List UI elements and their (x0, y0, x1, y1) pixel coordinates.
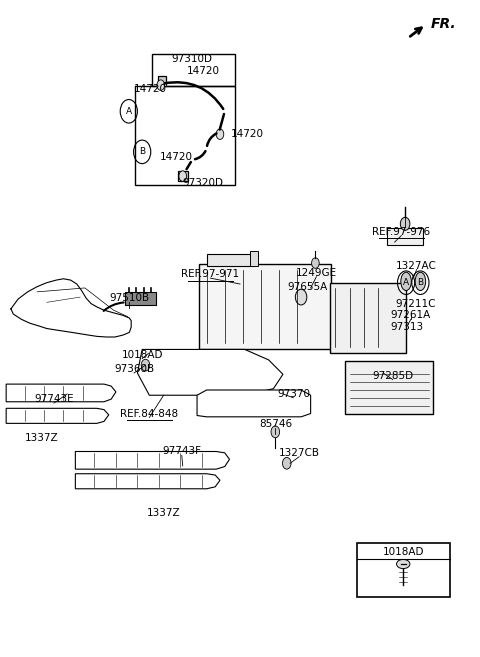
Text: 97261A: 97261A (391, 310, 431, 321)
Bar (152, 54, 235, 87)
Text: 1327AC: 1327AC (396, 261, 437, 271)
Ellipse shape (415, 272, 426, 290)
Text: B: B (139, 147, 145, 156)
Text: 14720: 14720 (187, 66, 220, 76)
Text: 14720: 14720 (134, 84, 167, 94)
Text: 97313: 97313 (390, 322, 423, 332)
Text: 97285D: 97285D (372, 371, 413, 380)
Text: FR.: FR. (431, 16, 456, 31)
Text: A: A (403, 278, 409, 287)
Circle shape (179, 171, 187, 181)
Text: B: B (417, 278, 423, 287)
Circle shape (157, 80, 165, 91)
Text: 1337Z: 1337Z (147, 508, 180, 518)
Bar (206, 254, 254, 265)
Bar (199, 264, 331, 350)
Bar (135, 87, 235, 185)
Bar (330, 283, 406, 353)
Text: REF.97-976: REF.97-976 (372, 227, 431, 237)
Bar (250, 251, 258, 265)
Circle shape (295, 289, 307, 305)
Text: 85746: 85746 (259, 419, 292, 429)
Bar (178, 171, 189, 181)
Text: 97211C: 97211C (396, 299, 436, 309)
Circle shape (282, 457, 291, 469)
Bar (387, 229, 423, 245)
Text: 97510B: 97510B (109, 294, 149, 304)
Polygon shape (75, 474, 220, 489)
Polygon shape (137, 350, 283, 396)
Text: 97320D: 97320D (182, 178, 223, 189)
Text: 97743E: 97743E (34, 394, 74, 404)
Circle shape (216, 129, 224, 139)
Ellipse shape (396, 560, 410, 568)
Text: 97360B: 97360B (114, 364, 154, 374)
Polygon shape (197, 390, 311, 417)
Text: 1249GE: 1249GE (296, 268, 337, 278)
Text: A: A (126, 107, 132, 116)
Ellipse shape (401, 272, 411, 290)
Bar (125, 292, 156, 305)
Text: 14720: 14720 (231, 129, 264, 139)
Text: 1018AD: 1018AD (383, 547, 424, 557)
Text: 1018AD: 1018AD (121, 350, 163, 359)
Text: REF.84-848: REF.84-848 (120, 409, 179, 419)
Bar (158, 83, 166, 87)
Text: 1327CB: 1327CB (279, 448, 320, 458)
Bar (357, 543, 450, 597)
Polygon shape (6, 384, 116, 402)
Circle shape (271, 426, 280, 438)
Text: 14720: 14720 (159, 152, 192, 162)
Circle shape (312, 258, 319, 268)
Text: 1337Z: 1337Z (25, 434, 59, 443)
Text: 97370: 97370 (277, 389, 310, 399)
Text: 97743F: 97743F (162, 447, 201, 457)
Polygon shape (75, 451, 229, 469)
Circle shape (400, 217, 410, 231)
Text: 97655A: 97655A (288, 282, 328, 292)
Text: REF.97-971: REF.97-971 (181, 269, 240, 279)
Circle shape (141, 359, 150, 371)
Bar (158, 76, 166, 84)
Text: 97310D: 97310D (172, 54, 213, 64)
Bar (345, 361, 433, 413)
Polygon shape (6, 408, 109, 423)
